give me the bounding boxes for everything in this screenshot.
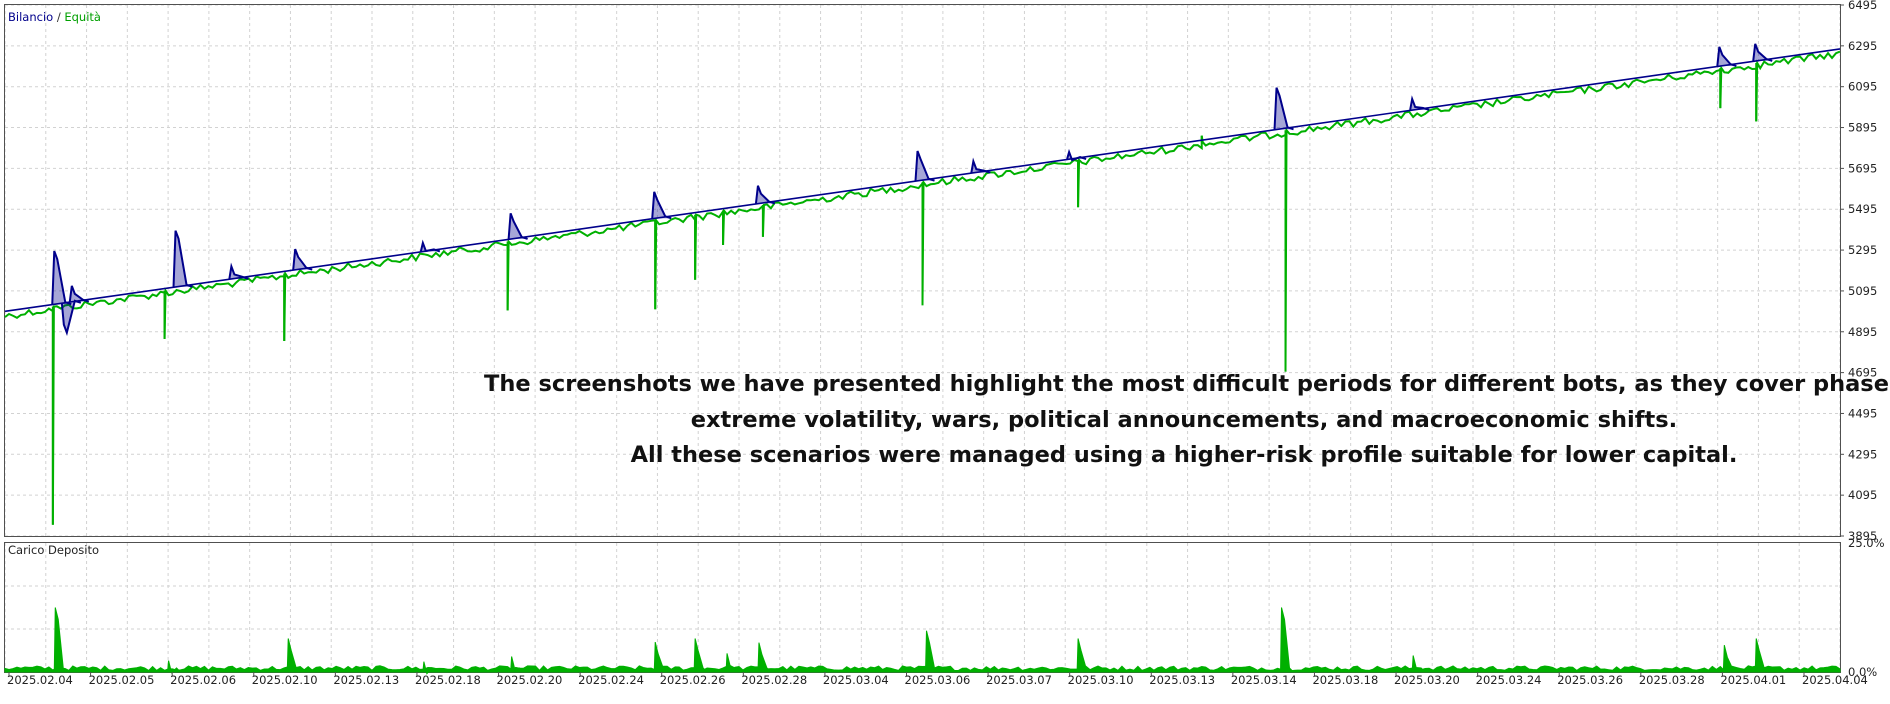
main-grid <box>4 4 1841 537</box>
x-tick-label: 2025.03.24 <box>1476 673 1542 687</box>
load-spike <box>1754 638 1770 673</box>
y-tick-label: 5695 <box>1848 161 1877 175</box>
overlay-text-line-2: extreme volatility, wars, political anno… <box>690 407 1678 433</box>
main-y-axis: 6495 6295 6095 5895 5695 5495 5295 5095 4895 4695… <box>1840 0 1877 543</box>
balance-spike <box>1409 95 1430 111</box>
x-tick-label: 2025.02.26 <box>660 673 726 687</box>
load-spike <box>757 642 773 673</box>
x-tick-label: 2025.03.13 <box>1149 673 1215 687</box>
load-spike <box>725 653 741 673</box>
x-axis: 2025.02.04 2025.02.05 2025.02.06 2025.02.10… <box>7 672 1868 687</box>
balance-spike <box>1716 46 1737 67</box>
load-spike <box>653 641 669 673</box>
balance-spike <box>1066 148 1087 162</box>
legend-equity-label: Equità <box>64 10 101 24</box>
x-tick-label: 2025.03.06 <box>905 673 971 687</box>
x-tick-label: 2025.03.04 <box>823 673 889 687</box>
balance-spike <box>419 239 441 253</box>
load-y-tick-label: 25.0% <box>1848 536 1885 550</box>
load-spike <box>53 607 69 673</box>
y-tick-label: 4895 <box>1848 325 1877 339</box>
legend: Bilancio / Equità <box>8 10 101 24</box>
x-tick-label: 2025.03.26 <box>1557 673 1623 687</box>
x-tick-label: 2025.03.20 <box>1394 673 1460 687</box>
load-y-tick-label: 0.0% <box>1848 665 1877 679</box>
balance-spike <box>507 212 528 240</box>
load-spike <box>286 638 302 673</box>
load-spike <box>167 660 182 674</box>
y-tick-label: 3895 <box>1848 529 1877 543</box>
legend-separator: / <box>53 10 64 24</box>
balance-spike <box>1273 87 1294 131</box>
y-tick-label: 4295 <box>1848 447 1877 461</box>
legend-balance-label: Bilancio <box>8 10 53 24</box>
x-tick-label: 2025.02.13 <box>333 673 399 687</box>
overlay-text-line-1: The screenshots we have presented highli… <box>484 371 1890 397</box>
y-tick-label: 6295 <box>1848 39 1877 53</box>
load-y-axis: 25.0% 0.0% <box>1848 536 1885 679</box>
x-tick-label: 2025.02.10 <box>252 673 318 687</box>
load-spike <box>693 638 709 673</box>
balance-spike <box>651 191 672 220</box>
balance-spike <box>60 299 82 336</box>
load-spike <box>1411 655 1427 673</box>
equity-line <box>4 50 1841 525</box>
x-tick-label: 2025.03.14 <box>1231 673 1297 687</box>
balance-spike <box>172 230 193 288</box>
load-grid <box>4 543 1841 672</box>
balance-spike <box>51 250 72 306</box>
balance-spike <box>68 285 90 303</box>
y-tick-label: 5095 <box>1848 284 1877 298</box>
load-plot-frame <box>4 542 1841 673</box>
load-spike <box>924 630 940 673</box>
balance-spike <box>914 150 935 182</box>
load-spike <box>422 661 438 675</box>
balance-spike <box>754 185 776 205</box>
y-tick-label: 5895 <box>1848 121 1877 135</box>
load-series <box>4 607 1841 675</box>
balance-series <box>4 43 1841 336</box>
y-tick-label: 6095 <box>1848 80 1877 94</box>
y-tick-label: 6495 <box>1848 0 1877 12</box>
y-tick-label: 5495 <box>1848 202 1877 216</box>
load-area <box>4 665 1841 673</box>
x-tick-label: 2025.04.04 <box>1802 673 1868 687</box>
x-tick-label: 2025.03.10 <box>1068 673 1134 687</box>
y-tick-label: 4695 <box>1848 366 1877 380</box>
x-tick-label: 2025.02.05 <box>89 673 155 687</box>
x-tick-label: 2025.02.24 <box>578 673 644 687</box>
load-spike <box>1280 607 1295 673</box>
x-tick-label: 2025.04.01 <box>1720 673 1786 687</box>
balance-spike <box>292 248 313 271</box>
y-tick-label: 4495 <box>1848 406 1877 420</box>
x-tick-label: 2025.02.28 <box>741 673 807 687</box>
y-tick-label: 5295 <box>1848 243 1877 257</box>
x-tick-label: 2025.03.07 <box>986 673 1052 687</box>
load-spike <box>1076 638 1092 673</box>
x-tick-label: 2025.02.18 <box>415 673 481 687</box>
x-tick-label: 2025.02.06 <box>170 673 236 687</box>
x-tick-label: 2025.03.28 <box>1639 673 1705 687</box>
balance-spike <box>1752 43 1773 62</box>
balance-spike <box>228 262 249 280</box>
x-tick-label: 2025.02.04 <box>7 673 73 687</box>
overlay-text-line-3: All these scenarios were managed using a… <box>630 442 1738 468</box>
main-plot-frame <box>4 4 1841 537</box>
y-tick-label: 4095 <box>1848 488 1877 502</box>
load-spike <box>1722 645 1738 673</box>
load-spike <box>510 656 525 673</box>
x-tick-label: 2025.02.20 <box>497 673 563 687</box>
load-chart-title: Carico Deposito <box>8 543 99 557</box>
balance-spike <box>970 157 991 174</box>
balance-line <box>4 48 1841 313</box>
equity-series <box>4 50 1841 525</box>
x-tick-label: 2025.03.18 <box>1312 673 1378 687</box>
